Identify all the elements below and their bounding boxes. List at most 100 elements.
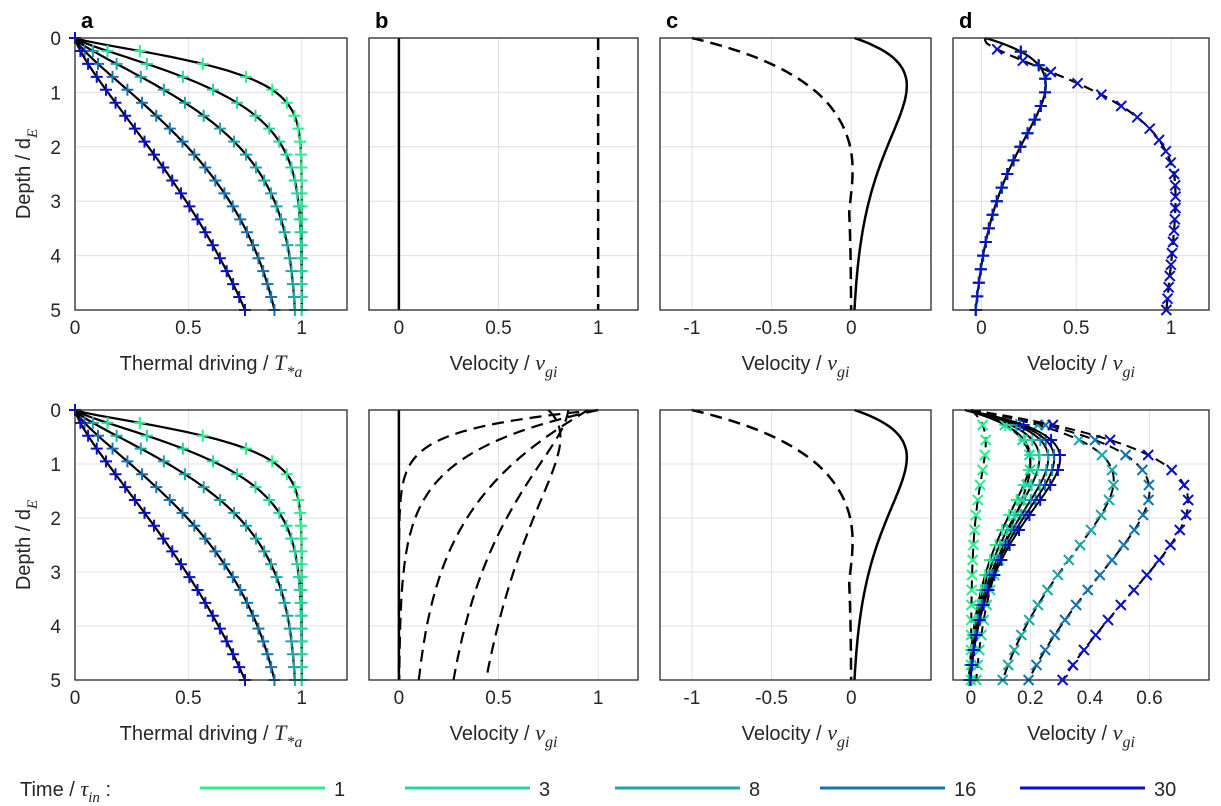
- plus-marker: [294, 135, 307, 148]
- x-marker: [1131, 111, 1143, 124]
- plus-marker: [263, 494, 276, 506]
- x-tick-label: 1: [296, 688, 307, 709]
- panel-b-row1: 0 0.5 1 Velocity / vgi: [368, 408, 639, 751]
- plus-marker: [226, 200, 239, 213]
- plus-marker: [261, 278, 274, 291]
- x-marker: [1153, 134, 1165, 146]
- plus-marker: [109, 96, 122, 109]
- plus-marker: [288, 661, 301, 674]
- x-tick-label: 0: [846, 688, 857, 709]
- plus-marker: [1003, 539, 1016, 551]
- x-tick-label: 0: [70, 688, 81, 709]
- plus-marker: [283, 252, 296, 265]
- plus-marker: [265, 558, 278, 571]
- dashed-curve: [984, 38, 1177, 311]
- plus-marker: [283, 622, 296, 635]
- x-marker: [1169, 202, 1182, 214]
- x-marker: [1032, 599, 1044, 611]
- plus-marker: [1032, 59, 1045, 72]
- plus-marker: [288, 545, 301, 558]
- plus-marker: [218, 558, 231, 571]
- plus-marker: [138, 506, 151, 519]
- x-tick-label: 0.5: [175, 688, 201, 709]
- x-axis-label: Thermal driving / T*a: [120, 720, 303, 751]
- x-marker: [1039, 644, 1051, 656]
- legend-entry-label: 30: [1154, 779, 1176, 801]
- x-marker: [1160, 145, 1172, 158]
- plus-marker: [1017, 419, 1030, 431]
- x-marker: [1106, 464, 1118, 476]
- plus-marker: [977, 599, 990, 611]
- model-curve: [73, 409, 247, 681]
- plus-marker: [966, 659, 979, 671]
- plus-marker: [233, 661, 246, 674]
- x-marker: [1078, 644, 1090, 656]
- plus-marker: [207, 455, 220, 468]
- plus-marker: [294, 226, 307, 239]
- plus-marker: [228, 506, 241, 519]
- plus-marker: [995, 554, 1008, 566]
- panel-c-row0: -1 -0.5 0 c Velocity / vgi: [659, 8, 932, 381]
- plus-marker: [240, 519, 253, 532]
- plus-marker: [1007, 154, 1020, 167]
- plus-marker: [266, 455, 279, 468]
- plus-marker: [986, 208, 999, 221]
- plus-marker: [1051, 464, 1064, 476]
- x-marker: [1002, 659, 1014, 671]
- plus-marker: [294, 609, 307, 622]
- plus-marker: [1014, 140, 1027, 153]
- x-marker: [1119, 449, 1132, 461]
- x-marker: [1142, 449, 1154, 461]
- x-marker: [1169, 213, 1181, 226]
- plus-marker: [1034, 494, 1047, 506]
- plus-marker: [128, 122, 141, 135]
- plus-marker: [1039, 86, 1052, 99]
- plus-marker: [280, 96, 293, 109]
- plus-marker: [99, 83, 112, 96]
- plus-marker: [249, 532, 262, 545]
- x-tick-label: 0.2: [1017, 688, 1043, 709]
- plus-marker: [213, 622, 226, 635]
- plus-marker: [288, 109, 301, 122]
- plus-marker: [157, 161, 170, 174]
- plus-marker: [231, 96, 244, 109]
- plus-marker: [191, 584, 204, 596]
- plus-marker: [979, 236, 992, 248]
- x-marker: [1096, 449, 1108, 461]
- x-marker: [1067, 659, 1079, 671]
- panel-letter: a: [81, 8, 94, 33]
- x-marker: [1094, 569, 1106, 581]
- y-tick-label: 1: [50, 455, 61, 476]
- plus-marker: [990, 195, 1003, 208]
- axes-box: [952, 409, 1210, 681]
- plus-marker: [968, 644, 981, 656]
- panels-layer: 0 0.5 1 0 1 2 3 4 5 a Thermal driving / T*a Depth /…: [13, 8, 1210, 751]
- plus-marker: [176, 135, 189, 148]
- plus-marker: [209, 174, 222, 187]
- plus-marker: [121, 83, 134, 96]
- plus-marker: [119, 109, 132, 122]
- plus-marker: [285, 265, 298, 278]
- plus-marker: [163, 122, 176, 135]
- x-marker: [1141, 569, 1153, 581]
- x-marker: [1178, 479, 1190, 491]
- plus-marker: [257, 265, 270, 278]
- x-marker: [1174, 524, 1186, 536]
- plus-marker: [240, 70, 253, 83]
- plus-marker: [295, 519, 308, 532]
- plus-marker: [258, 545, 271, 558]
- x-marker: [967, 539, 980, 551]
- model-curve: [74, 37, 296, 311]
- plus-marker: [1001, 168, 1014, 180]
- x-marker: [1016, 494, 1028, 506]
- x-marker: [974, 479, 986, 491]
- x-tick-label: 1: [593, 688, 604, 709]
- plus-marker: [183, 200, 196, 213]
- plus-marker: [970, 629, 983, 641]
- plus-marker: [1013, 524, 1026, 536]
- x-tick-label: -1: [683, 318, 700, 339]
- x-marker: [1023, 449, 1036, 461]
- legend: Time / τin : 1 3 8 16 30: [20, 776, 1176, 806]
- plus-marker: [288, 481, 301, 494]
- plus-marker: [265, 661, 278, 674]
